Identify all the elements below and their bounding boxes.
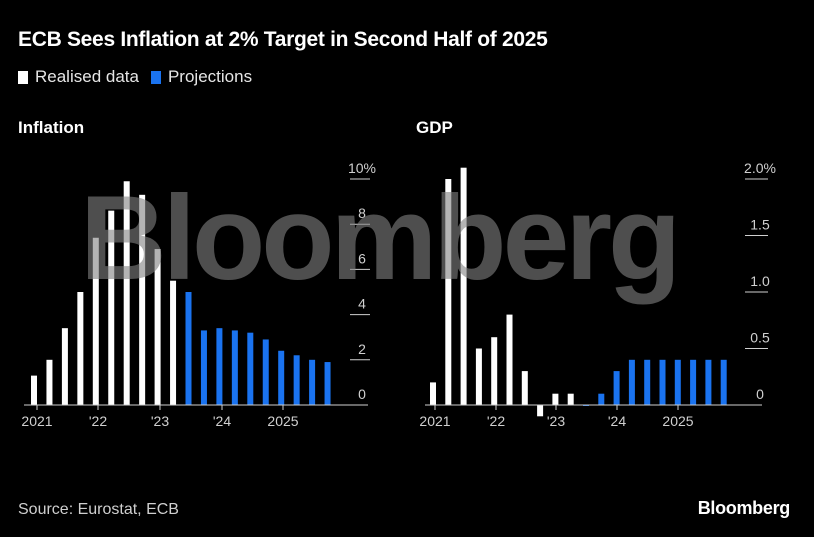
inflation-bar-realised	[31, 375, 37, 405]
inflation-bar-realised	[139, 194, 146, 405]
inflation-bar-projection	[231, 330, 238, 405]
gdp-bar-projection	[644, 359, 651, 405]
gdp-bar-realised	[460, 167, 467, 405]
gdp-bar-projection	[628, 359, 635, 405]
inflation-panel-title: Inflation	[18, 118, 85, 137]
gdp-bar-realised	[491, 337, 498, 405]
gdp-ytick-label: 1.5	[750, 217, 770, 233]
inflation-ytick-label: 0	[358, 386, 366, 402]
inflation-bar-realised	[92, 237, 99, 405]
legend-label-realised: Realised data	[35, 67, 139, 86]
gdp-xtick-label: '24	[608, 413, 626, 429]
inflation-bar-realised	[46, 359, 53, 405]
gdp-bar-realised	[430, 382, 436, 405]
inflation-ytick-label: 2	[358, 341, 366, 357]
inflation-bar-realised	[77, 292, 84, 405]
gdp-bar-projection	[720, 359, 727, 405]
gdp-bar-realised	[475, 348, 482, 405]
gdp-bar-realised	[567, 393, 574, 405]
gdp-bar-projection	[674, 359, 681, 405]
inflation-xtick-label: '23	[151, 413, 169, 429]
inflation-bar-projection	[309, 359, 316, 405]
inflation-ytick-label: 6	[358, 250, 366, 266]
gdp-xtick-label: '23	[547, 413, 565, 429]
gdp-bar-realised	[537, 405, 544, 417]
gdp-ytick-label: 0.5	[750, 330, 770, 346]
inflation-bar-realised	[108, 210, 115, 405]
inflation-bar-projection	[324, 362, 331, 405]
bloomberg-logo: Bloomberg	[697, 498, 791, 518]
inflation-ytick-label: 8	[358, 205, 366, 221]
legend-item-realised: Realised data	[18, 67, 139, 87]
gdp-ytick-label: 2.0%	[744, 160, 776, 176]
inflation-ytick-label: 10%	[348, 160, 376, 176]
gdp-bar-realised	[506, 314, 513, 405]
legend-swatch-realised	[18, 70, 28, 84]
gdp-bar-realised	[552, 393, 559, 405]
inflation-xtick-label: '24	[213, 413, 231, 429]
inflation-bar-projection	[185, 292, 192, 405]
inflation-bar-realised	[170, 280, 177, 405]
gdp-bar-projection	[690, 359, 697, 405]
legend: Realised data Projections	[18, 67, 264, 87]
gdp-panel-title: GDP	[416, 118, 453, 137]
gdp-xtick-label: 2021	[419, 413, 450, 429]
gdp-xtick-label: '22	[487, 413, 505, 429]
gdp-bar-projection	[705, 359, 712, 405]
gdp-ytick-label: 0	[756, 386, 764, 402]
inflation-bar-realised	[61, 328, 68, 405]
gdp-bar-projection	[598, 393, 605, 405]
inflation-xtick-label: 2021	[21, 413, 52, 429]
inflation-bar-projection	[216, 328, 223, 405]
legend-label-projections: Projections	[167, 67, 253, 86]
gdp-bar-realised	[521, 371, 528, 405]
inflation-bar-realised	[154, 249, 161, 405]
inflation-bar-projection	[247, 332, 254, 405]
gdp-bar-projection	[659, 359, 666, 405]
source-note: Source: Eurostat, ECB	[18, 501, 179, 518]
inflation-bar-projection	[293, 355, 300, 405]
inflation-ytick-label: 4	[358, 296, 366, 312]
inflation-xtick-label: '22	[89, 413, 107, 429]
chart-title: ECB Sees Inflation at 2% Target in Secon…	[18, 28, 548, 51]
inflation-bar-projection	[278, 350, 285, 405]
gdp-bar-realised	[445, 179, 452, 405]
inflation-bar-projection	[262, 339, 269, 405]
inflation-bar-realised	[123, 181, 130, 405]
gdp-bar-projection	[613, 371, 620, 405]
legend-item-projections: Projections	[150, 67, 253, 87]
legend-swatch-projections	[150, 70, 161, 84]
inflation-bar-projection	[200, 330, 207, 405]
gdp-xtick-label: 2025	[662, 413, 693, 429]
inflation-xtick-label: 2025	[267, 413, 298, 429]
gdp-ytick-label: 1.0	[750, 273, 770, 289]
